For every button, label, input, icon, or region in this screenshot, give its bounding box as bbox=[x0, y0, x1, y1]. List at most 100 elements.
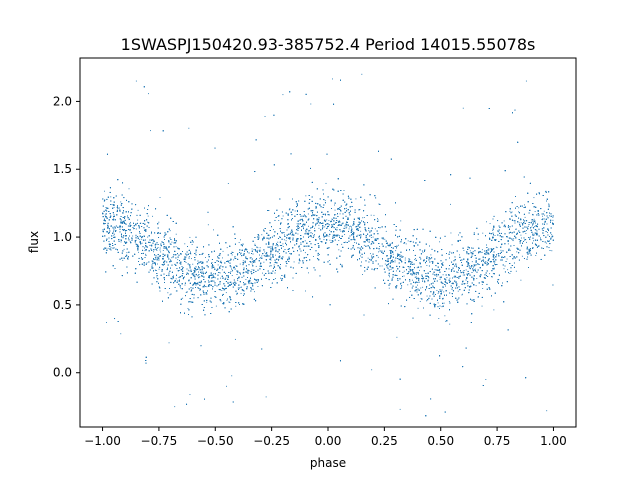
data-point bbox=[261, 234, 263, 236]
data-point bbox=[318, 224, 320, 226]
data-point bbox=[297, 224, 299, 226]
data-point bbox=[122, 212, 124, 214]
data-point bbox=[439, 241, 441, 243]
data-point bbox=[487, 261, 488, 263]
data-point bbox=[362, 217, 364, 219]
data-point bbox=[458, 234, 459, 236]
data-point bbox=[545, 242, 547, 244]
data-point bbox=[512, 240, 514, 242]
data-point bbox=[254, 291, 255, 293]
data-point bbox=[265, 396, 267, 398]
data-point bbox=[407, 240, 409, 242]
data-point bbox=[472, 251, 474, 252]
data-point bbox=[409, 259, 411, 261]
data-point bbox=[486, 221, 487, 223]
data-point bbox=[335, 214, 337, 216]
data-point bbox=[278, 256, 280, 258]
data-point bbox=[137, 209, 139, 211]
data-point bbox=[420, 287, 422, 289]
data-point bbox=[514, 257, 516, 259]
data-point bbox=[128, 188, 130, 190]
data-point bbox=[230, 270, 232, 272]
data-point bbox=[236, 294, 238, 296]
data-point bbox=[400, 260, 402, 262]
data-point bbox=[248, 283, 250, 285]
data-point bbox=[442, 285, 444, 287]
data-point bbox=[513, 220, 515, 222]
data-point bbox=[514, 228, 516, 230]
data-point bbox=[533, 218, 535, 220]
data-point bbox=[498, 231, 500, 233]
data-point bbox=[150, 233, 152, 235]
data-point bbox=[369, 253, 371, 255]
data-point bbox=[436, 289, 438, 291]
data-point bbox=[332, 219, 333, 221]
data-point bbox=[187, 308, 189, 309]
data-point bbox=[296, 226, 298, 227]
data-point bbox=[213, 273, 215, 275]
data-point bbox=[199, 289, 201, 291]
data-point bbox=[182, 297, 184, 299]
data-point bbox=[509, 210, 511, 212]
chart-title: 1SWASPJ150420.93-385752.4 Period 14015.5… bbox=[121, 35, 536, 54]
data-point bbox=[240, 253, 241, 255]
data-point bbox=[525, 233, 527, 235]
data-point bbox=[379, 246, 381, 247]
data-point bbox=[462, 293, 463, 295]
data-point bbox=[324, 200, 326, 202]
data-point bbox=[142, 258, 144, 260]
data-point bbox=[235, 305, 237, 307]
data-point bbox=[138, 251, 139, 253]
data-point bbox=[471, 261, 473, 263]
data-point bbox=[450, 232, 452, 234]
data-point bbox=[492, 272, 494, 274]
data-point bbox=[415, 258, 416, 259]
data-point bbox=[112, 232, 114, 234]
data-point bbox=[144, 250, 146, 252]
data-point bbox=[414, 259, 416, 260]
data-point bbox=[332, 236, 334, 238]
data-point bbox=[107, 247, 109, 249]
data-point bbox=[256, 246, 258, 248]
data-point bbox=[257, 247, 259, 249]
data-point bbox=[319, 254, 320, 255]
data-point bbox=[546, 223, 548, 225]
data-point bbox=[524, 220, 526, 222]
data-point bbox=[413, 273, 415, 275]
data-point bbox=[277, 241, 279, 243]
data-point bbox=[362, 274, 363, 275]
data-point bbox=[349, 226, 350, 228]
data-point bbox=[533, 219, 535, 221]
data-point bbox=[243, 284, 245, 286]
data-point bbox=[465, 269, 467, 271]
data-point bbox=[279, 256, 281, 258]
data-point bbox=[148, 93, 149, 95]
data-point bbox=[457, 272, 459, 274]
data-point bbox=[438, 318, 440, 319]
data-point bbox=[442, 297, 444, 299]
data-point bbox=[135, 239, 137, 241]
data-point bbox=[269, 258, 271, 260]
data-point bbox=[426, 300, 428, 302]
data-point bbox=[430, 254, 432, 256]
data-point bbox=[190, 258, 192, 260]
data-point bbox=[233, 283, 235, 285]
data-point bbox=[441, 306, 443, 308]
data-point bbox=[171, 257, 173, 259]
data-point bbox=[409, 290, 411, 292]
data-point bbox=[263, 261, 265, 263]
data-point bbox=[255, 265, 257, 267]
data-point bbox=[222, 250, 224, 252]
data-point bbox=[199, 276, 201, 278]
data-point bbox=[235, 265, 237, 267]
data-point bbox=[451, 244, 453, 246]
data-point bbox=[405, 243, 407, 245]
data-point bbox=[227, 281, 229, 283]
data-point bbox=[189, 301, 191, 302]
data-point bbox=[520, 218, 522, 220]
data-point bbox=[326, 240, 328, 241]
data-point bbox=[419, 269, 420, 271]
data-point bbox=[413, 274, 415, 276]
data-point bbox=[390, 254, 392, 256]
data-point bbox=[169, 230, 171, 232]
